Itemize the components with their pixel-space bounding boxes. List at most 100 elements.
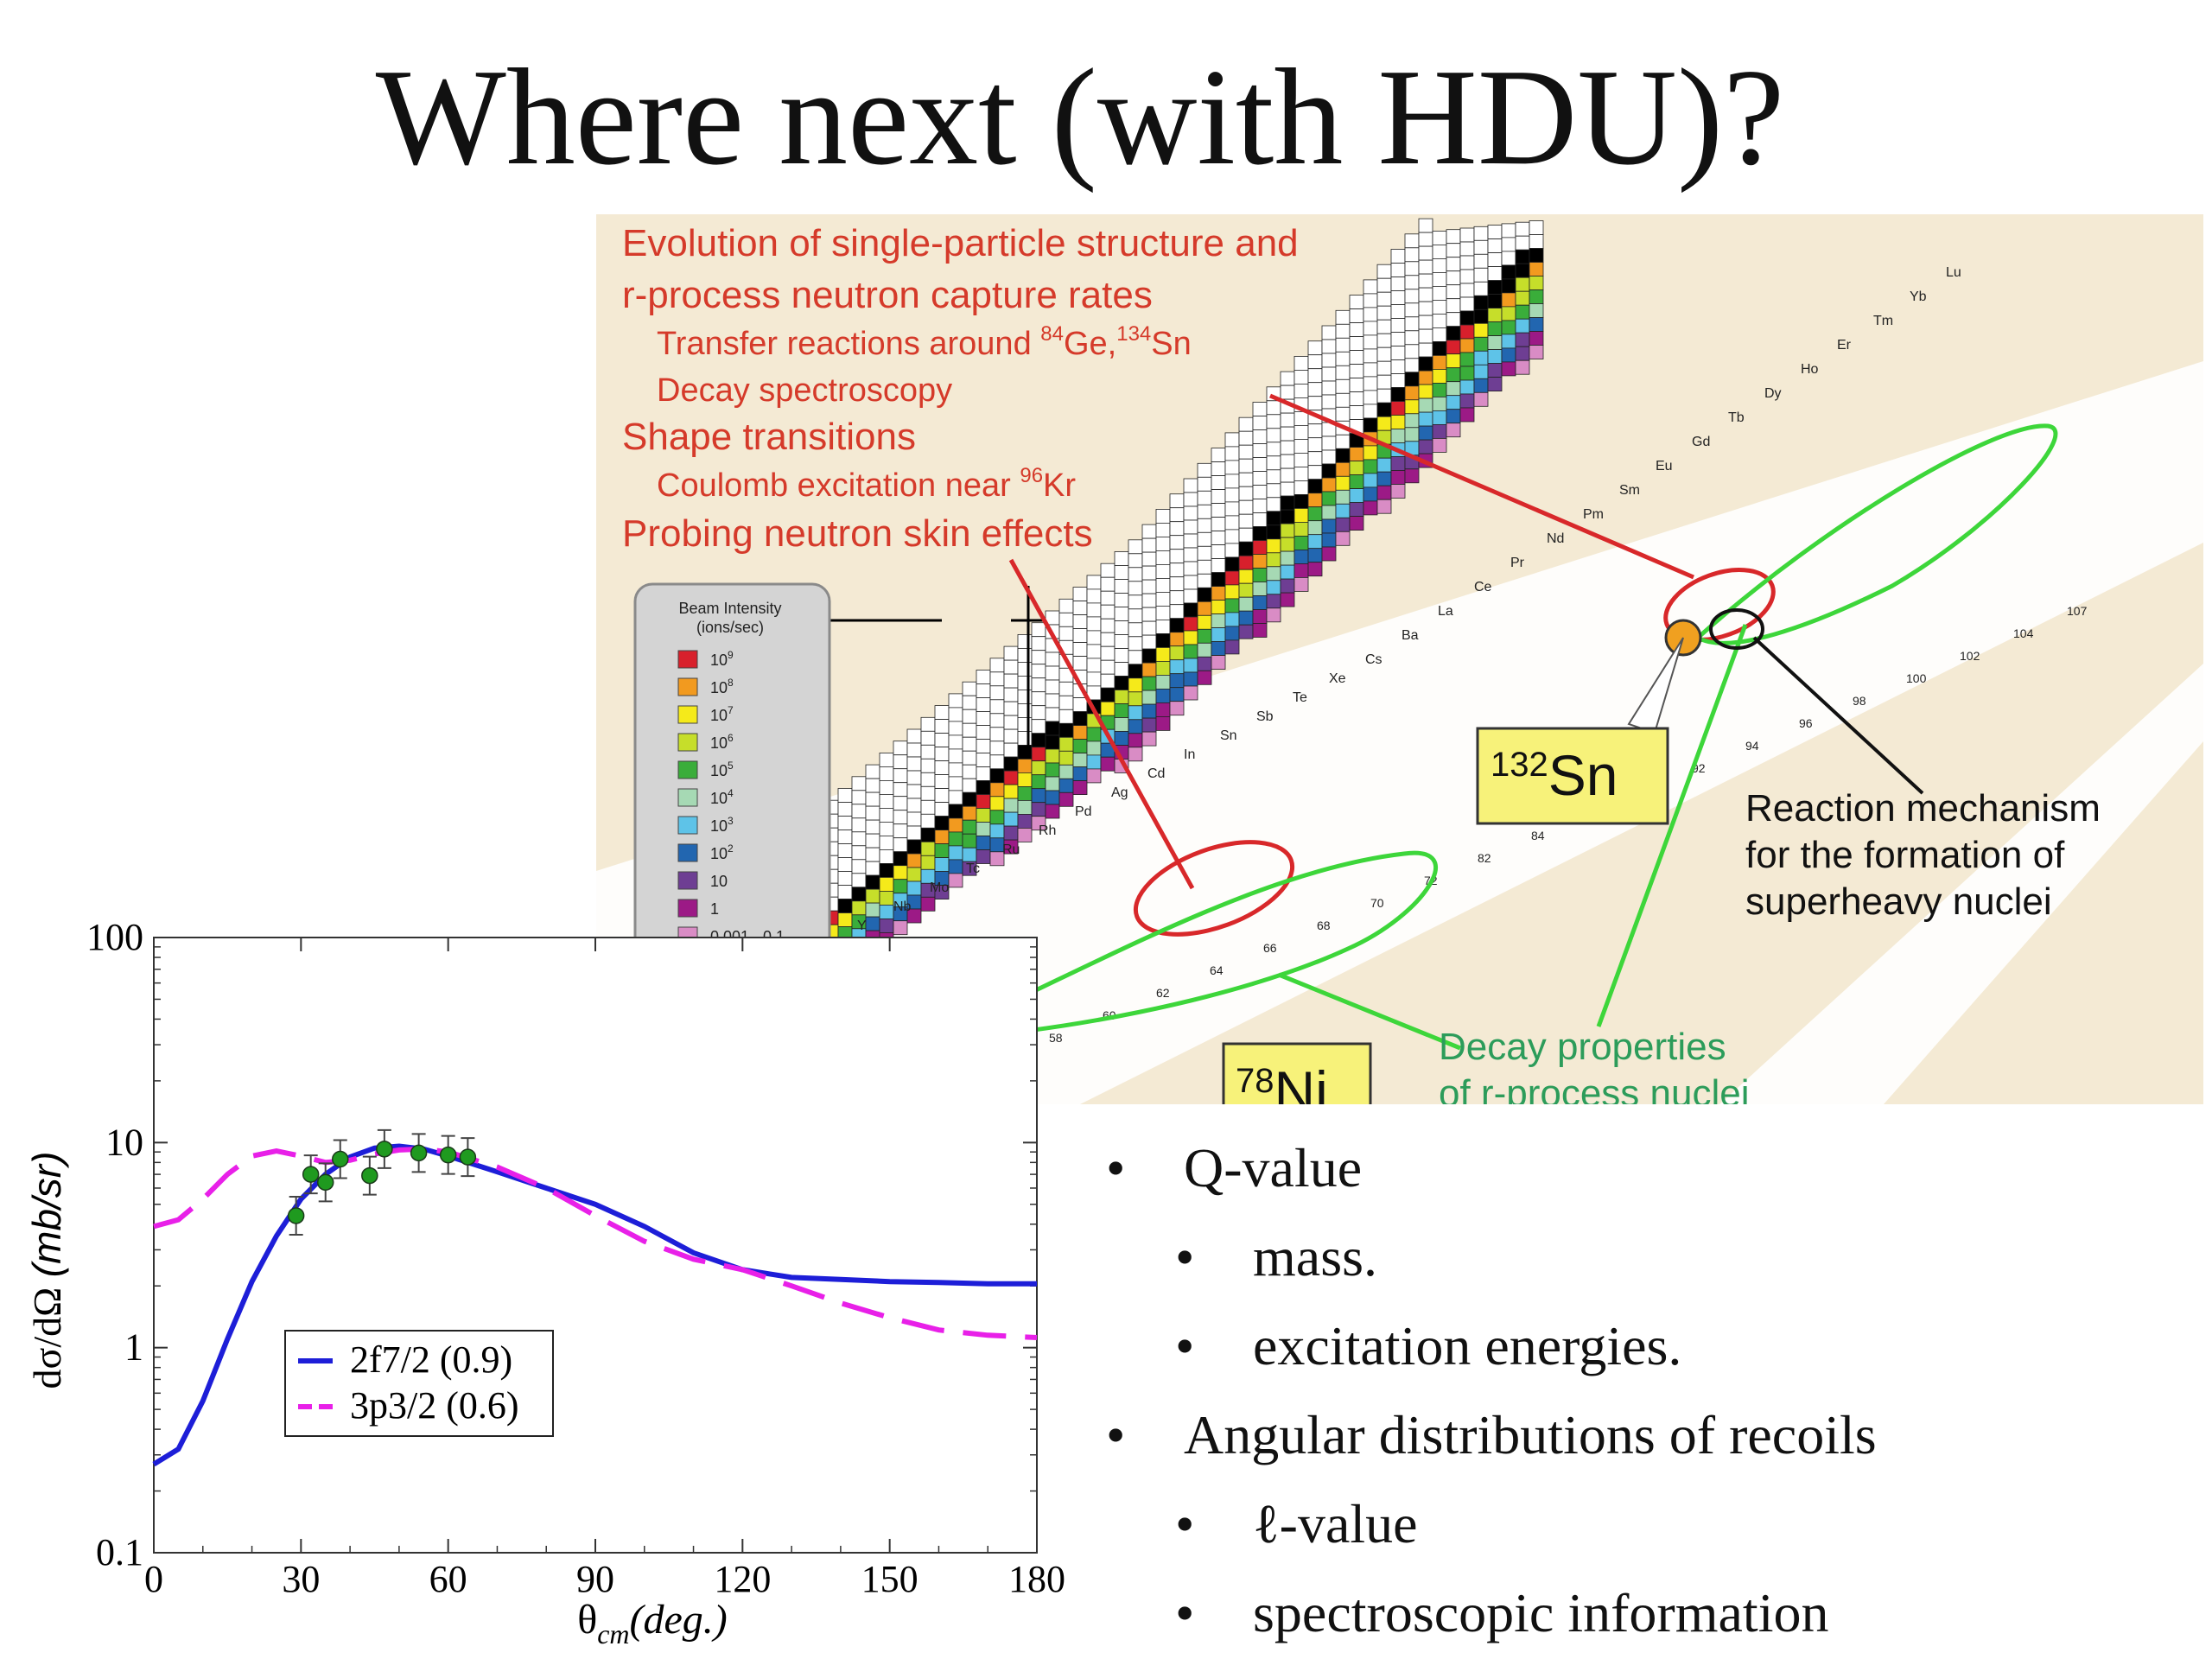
bullet-text: mass. [1253,1226,1377,1287]
nuclide-cell [1003,701,1019,716]
nuclide-cell [1459,310,1475,326]
nuclide-cell [1459,393,1475,409]
nuclide-cell [1349,447,1364,462]
nuclide-cell [1376,264,1392,279]
nuclide-cell [1266,428,1281,443]
nuclide-cell [1211,613,1226,629]
nuclide-cell [948,859,963,874]
nuclide-cell [1031,664,1046,679]
element-label: Pr [1510,556,1525,570]
legend-item-label: 10 [710,873,728,890]
nuclide-cell [1058,709,1074,724]
nuclide-cell [1321,491,1337,506]
nuclide-cell [1404,316,1420,332]
nuclide-cell [1086,741,1102,756]
nuclide-cell [1446,298,1461,314]
legend-item-label: 1 [710,900,719,918]
nuclide-cell [906,756,922,772]
nuclide-cell [1404,468,1420,484]
element-label: La [1438,604,1453,619]
nuclide-cell [851,845,867,861]
nuclide-cell [1363,376,1378,391]
nuclide-cell [1418,384,1433,399]
x-tick-label: 90 [576,1558,614,1600]
nuclide-cell [1280,426,1295,442]
nuclide-cell [1459,365,1475,381]
nuclide-cell [906,742,922,758]
nuclide-cell [1280,481,1295,497]
nuclide-cell [948,845,963,861]
nuclide-cell [1280,371,1295,386]
nuclide-cell [1294,563,1309,578]
nuclide-cell [1501,320,1516,335]
nuclide-cell [1404,413,1420,429]
element-label: Mo [930,880,949,895]
nuclide-cell [1211,572,1226,588]
nuclide-cell [1141,648,1157,664]
nuclide-cell [893,796,908,811]
nuclide-cell [1307,437,1323,453]
nuclide-cell [1418,218,1433,233]
nuclide-cell [1155,550,1171,565]
nuclide-cell [1224,501,1240,517]
nuclide-cell [893,879,908,894]
nuclide-cell [1224,474,1240,489]
nuclide-cell [1252,609,1268,624]
nuclide-cell [934,857,950,872]
nuclide-cell [1058,695,1074,710]
nuclide-cell [1515,263,1530,278]
nuclide-cell [1446,353,1461,369]
nuclide-cell [1114,593,1129,607]
nuclide-cell [1446,409,1461,424]
nuclide-cell [1376,416,1392,431]
nuclide-cell [1197,504,1212,519]
nuclide-cell [1017,633,1033,649]
nuclide-cell [893,837,908,853]
nuclide-cell [906,728,922,744]
nuclide-cell [879,808,894,823]
legend-swatch [677,899,698,918]
nuclide-cell [1529,289,1544,304]
nuclide-cell [1487,238,1503,254]
nuclide-cell [1294,521,1309,537]
nuclide-cell [879,863,894,878]
nuclide-cell [1197,670,1212,685]
nuclide-cell [989,685,1005,701]
nuclide-cell [976,753,991,767]
nuclide-cell [1197,462,1212,478]
bullet-dot: • [1175,1582,1195,1643]
nuclide-cell [934,843,950,858]
nuclide-cell [962,681,977,696]
nuclide-cell [1058,681,1074,696]
nuclide-cell [1501,264,1516,280]
nuclide-cell [1459,227,1475,243]
nuclide-cell [1141,565,1157,581]
legend-item-label: 107 [710,704,734,724]
nuclide-cell [1418,245,1433,261]
nuclide-cell [879,794,894,809]
nuclide-cell [1100,756,1116,772]
neutron-number-label: 94 [1745,739,1759,753]
nuclide-cell [1155,646,1171,662]
nuclide-cell [1086,671,1102,687]
nuclide-cell [962,722,977,738]
nuclide-cell [1183,588,1198,604]
nuclide-cell [1294,466,1309,481]
nuclide-cell [1404,261,1420,276]
nuclide-cell [1294,383,1309,398]
nuclide-cell [1141,607,1157,622]
nuclide-cell [934,774,950,789]
nuclide-cell [1418,273,1433,289]
nuclide-cell [1363,321,1378,336]
nuclide-cell [1058,612,1074,627]
nuclide-cell [934,705,950,720]
legend-label-3p32: 3p3/2 (0.6) [350,1384,519,1427]
nuclide-cell [865,861,880,876]
nuclide-cell [879,877,894,892]
nuclide-cell [1266,483,1281,499]
nuclide-cell [1266,511,1281,526]
nuclide-cell [1169,549,1185,564]
nuclide-cell [1418,315,1433,330]
legend-title-2: (ions/sec) [696,619,764,636]
nuclide-cell [1155,605,1171,620]
